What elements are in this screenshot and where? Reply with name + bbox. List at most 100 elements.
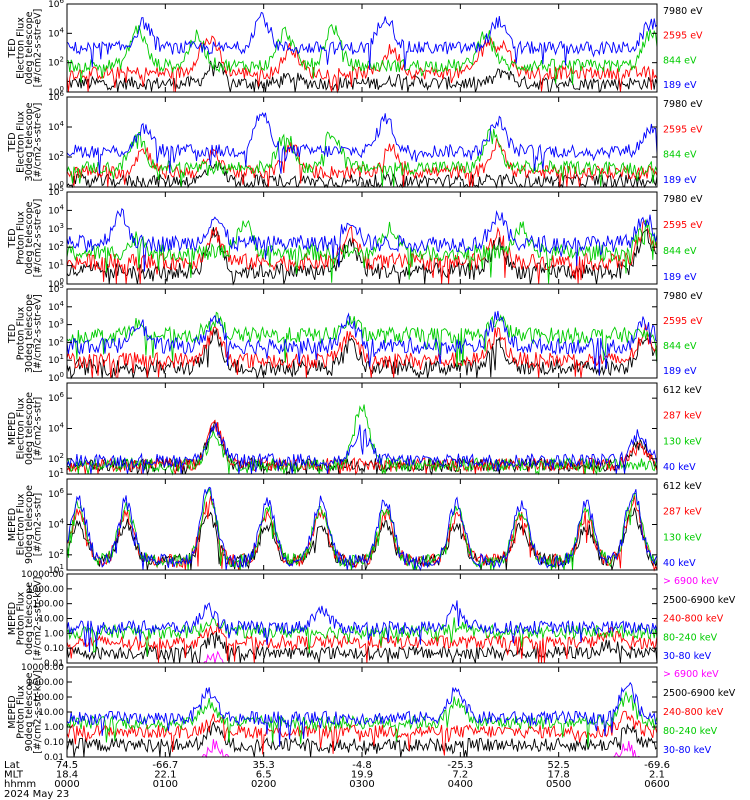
legend-entry-30-80-kev: 30-80 keV <box>663 651 712 662</box>
series-line-844-ev <box>66 128 658 188</box>
y-axis-label-line: TED <box>7 324 18 344</box>
y-axis-label-line: [#/cm2-s-str-keV] <box>33 670 44 754</box>
y-axis-label-line: MEPED <box>7 602 18 635</box>
footer-row-label: hhmm <box>4 779 36 790</box>
y-tick-label: 104 <box>48 422 64 435</box>
series-line-40-kev <box>66 421 658 475</box>
series-line-30-80-kev <box>66 681 658 747</box>
legend-entry-30-80-kev: 30-80 keV <box>663 745 712 756</box>
footer-value: -25.3 <box>447 760 473 771</box>
footer-value: 0200 <box>251 779 276 790</box>
footer-row-label: Lat <box>4 760 20 771</box>
series-line-189-ev <box>66 310 658 376</box>
legend-entry-80-240-kev: 80-240 keV <box>663 632 718 643</box>
y-axis-label-line: Proton Flux <box>16 591 27 645</box>
legend-entry-6900-kev: > 6900 keV <box>663 669 719 680</box>
y-axis-label-line: [#/cm2-s-str-eV] <box>33 199 44 278</box>
y-axis-label-line: Proton Flux <box>16 306 27 360</box>
y-tick-label: 0.10 <box>44 738 64 748</box>
y-axis-label-line: [#/cm2-s-str-eV] <box>33 294 44 373</box>
legend-entry-40-kev: 40 keV <box>663 558 696 569</box>
legend-entry-240-800-kev: 240-800 keV <box>663 614 724 625</box>
series-line-80-240-kev <box>66 690 658 748</box>
y-tick-label: 100 <box>48 85 64 98</box>
footer-axis-labels: Lat 74.5 -66.7 35.3 -4.8 -25.3 52.5 -69.6 MLT 18.… <box>4 760 670 800</box>
legend-entry-2595-ev: 2595 eV <box>663 124 703 135</box>
y-tick-label: 10.00 <box>38 708 64 718</box>
series-line-240-800-kev <box>66 710 658 756</box>
y-tick-label: 100 <box>48 180 64 193</box>
y-tick-label: 10.00 <box>38 615 64 625</box>
legend-entry-130-kev: 130 keV <box>663 532 702 543</box>
y-axis-label-line: 90deg telescope <box>24 485 35 564</box>
y-axis-label-line: Electron Flux <box>16 111 27 173</box>
y-axis-label-line: 30deg telescope <box>24 102 35 181</box>
y-tick-label: 104 <box>48 120 64 133</box>
y-axis-label-line: 0deg telescope <box>24 392 35 465</box>
footer-value: 6.5 <box>256 770 272 781</box>
legend-entry-844-ev: 844 eV <box>663 246 697 257</box>
y-axis-label-line: Electron Flux <box>16 397 27 459</box>
series-line-844-ev <box>66 311 658 367</box>
series-line-130-kev <box>66 486 658 571</box>
y-tick-label: 100 <box>48 277 64 290</box>
y-tick-label: 1.00 <box>44 723 64 733</box>
y-tick-label: 0.10 <box>44 644 64 654</box>
footer-value: 19.9 <box>351 770 373 781</box>
footer-value: 22.1 <box>154 770 176 781</box>
footer-date: 2024 May 23 <box>4 789 69 800</box>
y-tick-label: 101 <box>48 563 64 576</box>
y-axis-label-line: 0deg telescope <box>24 11 35 84</box>
y-tick-label: 104 <box>48 26 64 39</box>
legend-entry-80-240-kev: 80-240 keV <box>663 726 718 737</box>
footer-value: 0600 <box>644 779 669 790</box>
y-axis-label-line: [#/cm2-s-str] <box>33 397 44 460</box>
series-line-2500-6900-kev <box>66 631 658 664</box>
legend-entry-287-kev: 287 keV <box>663 411 702 422</box>
legend-entry-7980-ev: 7980 eV <box>663 291 703 302</box>
y-tick-label: 10000.00 <box>21 663 64 673</box>
y-tick-label: 101 <box>48 467 64 480</box>
y-axis-label-line: MEPED <box>7 695 18 728</box>
y-axis-label-line: Electron Flux <box>16 493 27 555</box>
y-tick-label: 101 <box>48 259 64 272</box>
y-axis-label-line: Proton Flux <box>16 685 27 739</box>
footer-value: 17.8 <box>548 770 570 781</box>
legend-entry-844-ev: 844 eV <box>663 341 697 352</box>
y-tick-label: 106 <box>48 90 64 103</box>
y-tick-label: 102 <box>48 335 64 348</box>
legend-entry-844-ev: 844 eV <box>663 55 697 66</box>
y-tick-label: 100 <box>48 371 64 384</box>
y-axis-label-line: 0deg telescope <box>24 582 35 655</box>
footer-value: 74.5 <box>56 760 78 771</box>
legend-entry-7980-ev: 7980 eV <box>663 194 703 205</box>
series-line-80-240-kev <box>66 617 658 657</box>
y-tick-label: 101 <box>48 353 64 366</box>
y-tick-label: 1000.00 <box>27 585 64 595</box>
y-tick-label: 106 <box>48 0 64 10</box>
footer-value: 0000 <box>54 779 79 790</box>
panel-8: 0.01 0.10 1.00 10.00 100.00 1000.00 10000.00 ME… <box>7 663 736 763</box>
y-tick-label: 1.00 <box>44 629 64 639</box>
y-axis-label-line: TED <box>7 132 18 152</box>
footer-value: 0100 <box>153 779 178 790</box>
y-tick-label: 102 <box>48 150 64 163</box>
y-axis-label-line: TED <box>7 228 18 248</box>
y-axis-label-line: [#/cm2-s-str-eV] <box>33 9 44 88</box>
legend-entry-189-ev: 189 eV <box>663 175 697 186</box>
y-axis-label-line: MEPED <box>7 412 18 445</box>
footer-value: -69.6 <box>644 760 670 771</box>
footer-value: 7.2 <box>452 770 468 781</box>
y-axis-label-line: 30deg telescope <box>24 294 35 373</box>
footer-value: 52.5 <box>548 760 570 771</box>
y-tick-label: 105 <box>48 282 64 295</box>
footer-value: -66.7 <box>152 760 178 771</box>
y-tick-label: 0.01 <box>44 659 64 669</box>
y-tick-label: 104 <box>48 300 64 313</box>
series-line-40-kev <box>66 486 658 572</box>
series-line-844-ev <box>66 219 658 284</box>
